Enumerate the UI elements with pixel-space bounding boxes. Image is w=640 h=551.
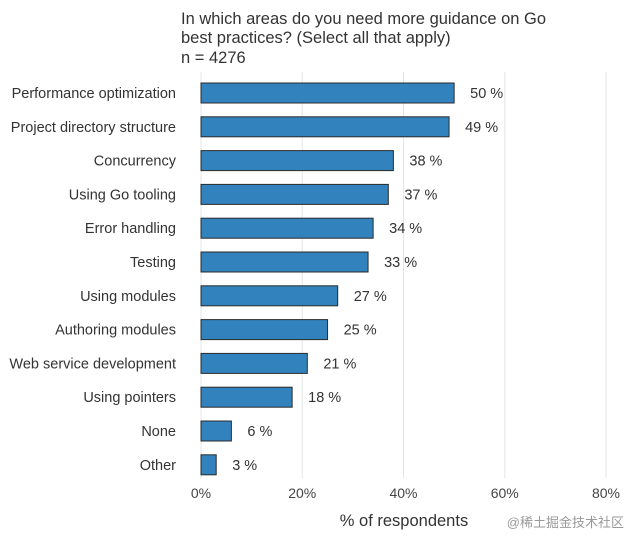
- bar: [200, 116, 450, 138]
- x-axis-tick-labels: 0% 20% 40% 60% 80%: [191, 485, 620, 501]
- chart-subtitle: n = 4276: [181, 49, 246, 67]
- category-label: Project directory structure: [11, 120, 176, 136]
- watermark: @稀土掘金技术社区: [507, 515, 624, 530]
- bar: [200, 420, 232, 442]
- x-tick-label: 20%: [288, 485, 316, 501]
- value-label: 27 %: [354, 289, 387, 305]
- bar: [200, 352, 308, 374]
- value-label: 33 %: [384, 255, 417, 271]
- category-labels: Performance optimization Project director…: [9, 86, 176, 474]
- value-labels: 50 % 49 % 38 % 37 % 34 % 33 % 27 % 25 % 21 % 18 %…: [232, 86, 503, 474]
- chart-title-line-2: best practices? (Select all that apply): [181, 29, 451, 47]
- category-label: Using modules: [80, 289, 176, 305]
- value-label: 21 %: [323, 356, 356, 372]
- category-label: Error handling: [85, 221, 176, 237]
- gridlines: [200, 72, 607, 478]
- bar: [200, 150, 394, 172]
- value-label: 50 %: [470, 86, 503, 102]
- chart-title-group: In which areas do you need more guidance…: [181, 10, 546, 67]
- category-label: Using pointers: [83, 390, 176, 406]
- category-label: Testing: [130, 255, 176, 271]
- x-tick-label: 40%: [389, 485, 417, 501]
- value-label: 34 %: [389, 221, 422, 237]
- bar: [200, 319, 329, 341]
- category-label: Authoring modules: [55, 323, 176, 339]
- value-label: 38 %: [409, 154, 442, 170]
- bars: [200, 82, 455, 476]
- category-label: Using Go tooling: [69, 187, 176, 203]
- bar: [200, 454, 217, 476]
- value-label: 18 %: [308, 390, 341, 406]
- category-label: Web service development: [9, 356, 176, 372]
- category-label: Concurrency: [94, 154, 177, 170]
- value-label: 3 %: [232, 458, 257, 474]
- category-label: None: [141, 424, 176, 440]
- chart-title-line-1: In which areas do you need more guidance…: [181, 10, 546, 28]
- bar: [200, 386, 293, 408]
- bar: [200, 285, 339, 307]
- x-tick-label: 60%: [491, 485, 519, 501]
- x-axis-label: % of respondents: [340, 512, 468, 530]
- value-label: 37 %: [404, 187, 437, 203]
- x-tick-label: 80%: [592, 485, 620, 501]
- bar: [200, 251, 369, 273]
- category-label: Performance optimization: [12, 86, 176, 102]
- category-label: Other: [140, 458, 176, 474]
- value-label: 6 %: [247, 424, 272, 440]
- bar: [200, 183, 389, 205]
- bar: [200, 82, 455, 104]
- value-label: 25 %: [344, 323, 377, 339]
- value-label: 49 %: [465, 120, 498, 136]
- x-tick-label: 0%: [191, 485, 211, 501]
- bar: [200, 217, 374, 239]
